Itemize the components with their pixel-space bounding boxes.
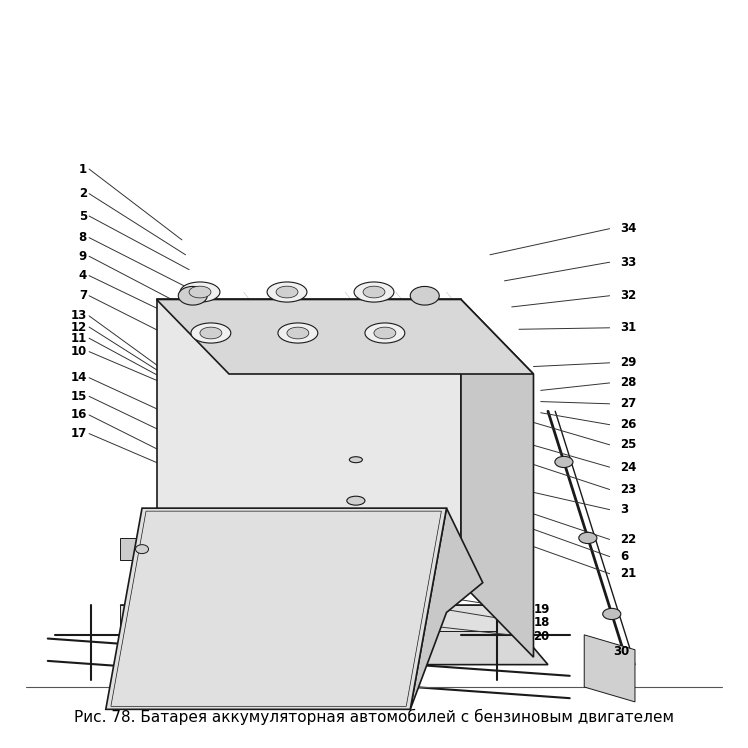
Text: 19: 19 <box>533 603 550 616</box>
Text: 30: 30 <box>613 645 630 657</box>
Ellipse shape <box>276 286 298 298</box>
Ellipse shape <box>178 286 207 305</box>
Text: 16: 16 <box>70 408 87 421</box>
Ellipse shape <box>200 327 222 339</box>
Text: 18: 18 <box>533 616 550 628</box>
Text: 2: 2 <box>79 187 87 200</box>
Text: 33: 33 <box>621 256 637 269</box>
Text: 32: 32 <box>621 289 637 302</box>
Text: 1: 1 <box>79 162 87 176</box>
Polygon shape <box>120 605 497 631</box>
Text: 20: 20 <box>533 630 550 643</box>
Ellipse shape <box>191 323 231 343</box>
Text: 12: 12 <box>70 321 87 334</box>
Ellipse shape <box>347 496 365 505</box>
Polygon shape <box>156 299 461 583</box>
Text: 7: 7 <box>79 289 87 302</box>
Ellipse shape <box>349 457 362 463</box>
Text: 28: 28 <box>621 376 637 390</box>
Ellipse shape <box>354 282 394 302</box>
Ellipse shape <box>278 323 318 343</box>
Text: 29: 29 <box>621 356 637 370</box>
Text: 24: 24 <box>621 461 637 473</box>
Text: 6: 6 <box>621 550 629 563</box>
Ellipse shape <box>579 533 597 544</box>
Ellipse shape <box>374 327 396 339</box>
Polygon shape <box>156 299 533 374</box>
Text: 11: 11 <box>70 331 87 345</box>
Polygon shape <box>584 635 635 702</box>
Ellipse shape <box>135 545 149 554</box>
Ellipse shape <box>603 608 621 619</box>
Text: Рис. 78. Батарея аккумуляторная автомобилей с бензиновым двигателем: Рис. 78. Батарея аккумуляторная автомоби… <box>74 708 674 725</box>
Text: 10: 10 <box>70 345 87 358</box>
Text: 3: 3 <box>621 503 628 516</box>
Text: 34: 34 <box>621 222 637 235</box>
Text: 26: 26 <box>621 418 637 431</box>
Ellipse shape <box>410 286 439 305</box>
Polygon shape <box>410 508 482 709</box>
Text: 5: 5 <box>79 209 87 222</box>
Text: 25: 25 <box>621 438 637 451</box>
Text: 13: 13 <box>70 310 87 322</box>
Polygon shape <box>120 605 548 665</box>
Text: 21: 21 <box>621 567 637 580</box>
Text: 22: 22 <box>621 533 637 546</box>
Text: 17: 17 <box>70 427 87 440</box>
Ellipse shape <box>287 327 309 339</box>
Ellipse shape <box>555 456 573 468</box>
Polygon shape <box>120 538 164 560</box>
Text: 4: 4 <box>79 269 87 282</box>
Ellipse shape <box>189 286 211 298</box>
Polygon shape <box>461 299 533 657</box>
Ellipse shape <box>180 282 220 302</box>
Text: 14: 14 <box>70 371 87 384</box>
Text: 23: 23 <box>621 483 637 496</box>
Ellipse shape <box>363 286 385 298</box>
Ellipse shape <box>267 282 307 302</box>
Text: 9: 9 <box>79 250 87 263</box>
Text: 15: 15 <box>70 390 87 403</box>
Polygon shape <box>105 508 447 709</box>
Ellipse shape <box>365 323 405 343</box>
Text: 8: 8 <box>79 231 87 244</box>
Text: 31: 31 <box>621 322 637 334</box>
Text: 27: 27 <box>621 397 637 411</box>
